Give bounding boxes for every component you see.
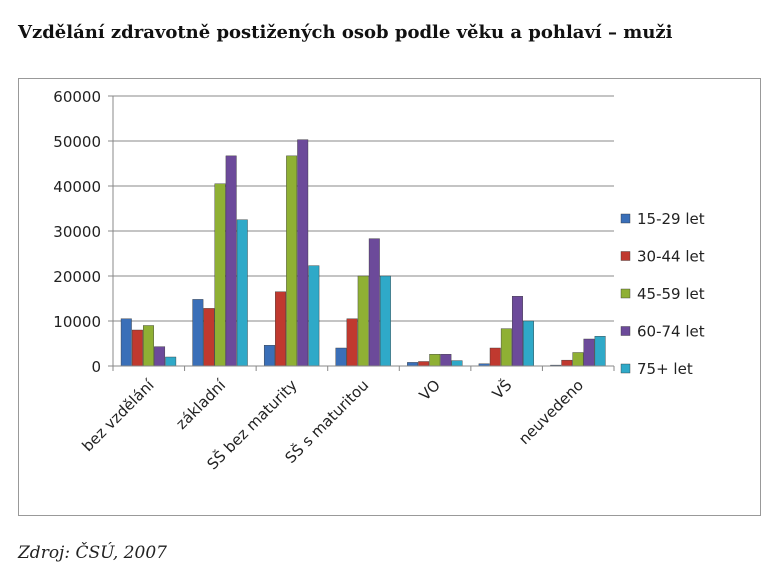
chart-frame <box>18 78 761 516</box>
bar-75-let-3 <box>379 275 391 367</box>
bar-45-59-let-3 <box>357 275 369 367</box>
bar-60-74-let-3 <box>368 238 380 367</box>
bar-30-44-let-3 <box>346 318 358 367</box>
x-tick-label: neuvedeno <box>515 376 587 448</box>
legend-label: 45-59 let <box>637 285 705 303</box>
bar-15-29-let-1 <box>192 299 204 367</box>
bar-60-74-let-2 <box>297 139 309 367</box>
y-tick-label: 0 <box>91 358 101 376</box>
bar-45-59-let-2 <box>286 155 298 367</box>
y-tick-label: 50000 <box>53 133 101 151</box>
bar-75-let-2 <box>308 265 320 367</box>
bar-45-59-let-0 <box>143 325 154 367</box>
y-tick-label: 40000 <box>53 178 101 196</box>
bar-45-59-let-4 <box>429 354 441 367</box>
bar-60-74-let-6 <box>583 338 595 367</box>
bar-45-59-let-5 <box>500 328 512 367</box>
legend-label: 60-74 let <box>637 323 705 341</box>
bar-30-44-let-1 <box>203 308 215 367</box>
x-tick-label: VO <box>416 376 444 404</box>
x-tick-label: základní <box>172 376 229 433</box>
bar-75-let-4 <box>451 360 463 367</box>
legend-swatch <box>620 213 631 224</box>
x-tick-label: VŠ <box>488 375 515 402</box>
legend-swatch <box>620 326 631 336</box>
bar-45-59-let-1 <box>214 183 226 367</box>
bar-75-let-0 <box>165 356 177 367</box>
legend-swatch <box>620 288 631 299</box>
bar-60-74-let-1 <box>225 155 237 367</box>
legend-swatch <box>620 363 631 374</box>
y-tick-label: 30000 <box>53 223 101 241</box>
bar-30-44-let-4 <box>418 361 430 367</box>
bar-15-29-let-4 <box>407 362 419 367</box>
bar-60-74-let-4 <box>440 354 452 367</box>
legend-label: 30-44 let <box>637 248 705 266</box>
legend-label: 15-29 let <box>637 210 705 228</box>
bar-75-let-1 <box>236 219 248 367</box>
bar-60-74-let-5 <box>511 296 523 367</box>
x-tick-label: bez vzdělání <box>78 376 158 456</box>
legend-swatch <box>620 251 631 261</box>
bar-15-29-let-0 <box>120 318 132 367</box>
page-title: Vzdělání zdravotně postižených osob podl… <box>18 22 673 43</box>
y-tick-label: 20000 <box>53 268 101 286</box>
bar-30-44-let-6 <box>561 359 573 367</box>
bar-75-let-5 <box>523 320 534 367</box>
y-tick-label: 60000 <box>53 88 101 106</box>
legend-label: 75+ let <box>637 360 693 378</box>
bar-30-44-let-0 <box>131 329 143 367</box>
source-note: Zdroj: ČSÚ, 2007 <box>18 543 167 563</box>
bar-15-29-let-2 <box>263 345 275 367</box>
bar-75-let-6 <box>594 336 606 367</box>
bar-15-29-let-3 <box>335 347 347 367</box>
bar-30-44-let-2 <box>275 291 286 367</box>
bar-30-44-let-5 <box>489 347 501 367</box>
bar-60-74-let-0 <box>154 346 166 367</box>
y-tick-label: 10000 <box>53 313 101 331</box>
bar-45-59-let-6 <box>572 352 584 367</box>
